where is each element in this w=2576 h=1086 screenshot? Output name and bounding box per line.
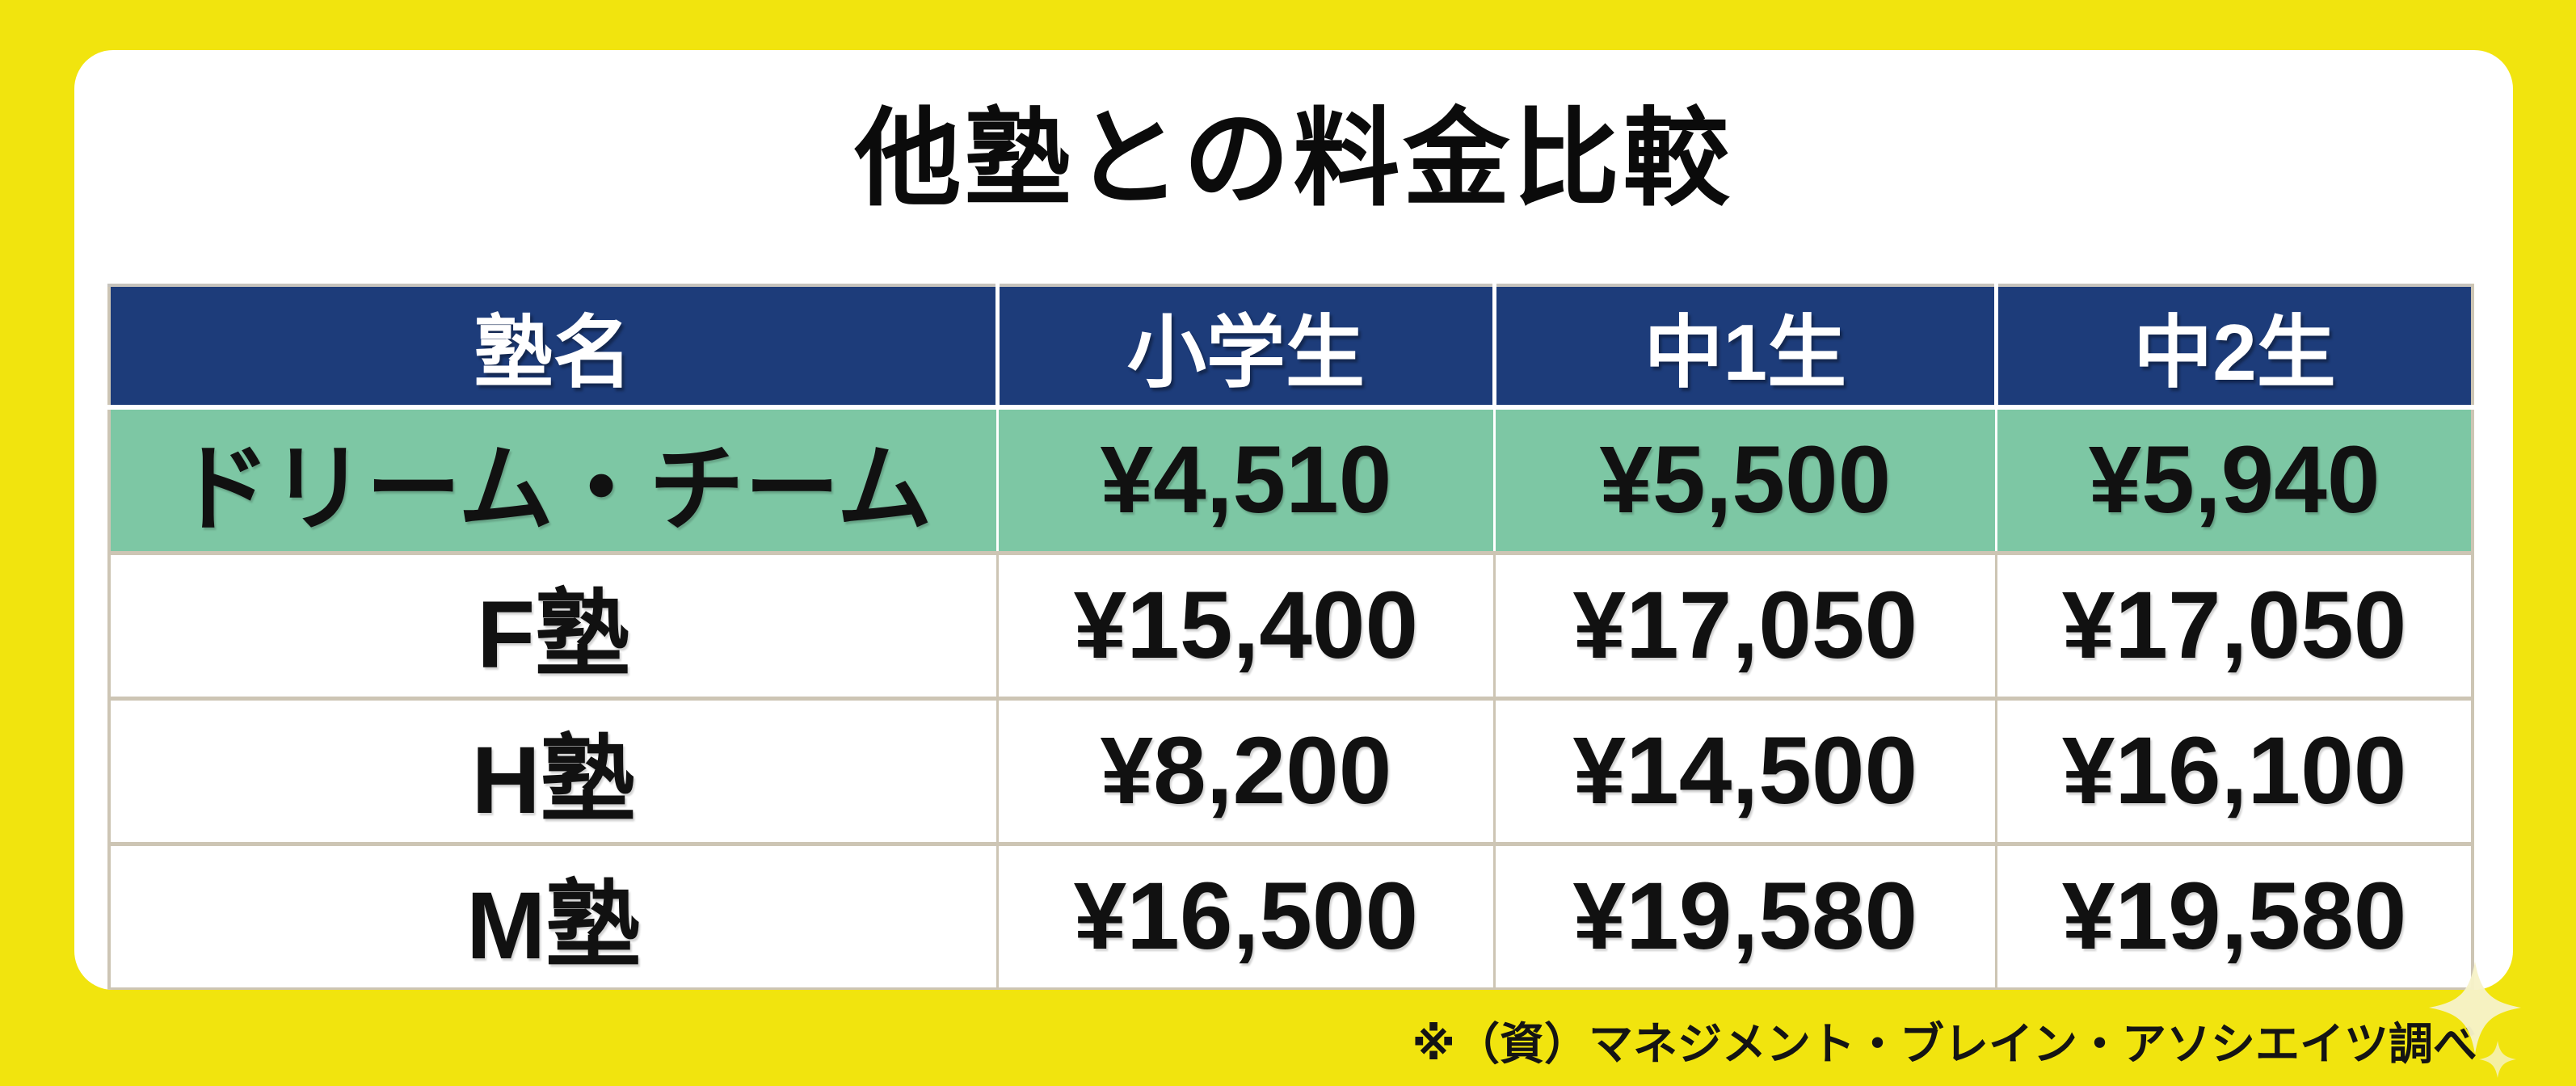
- junior2-price-cell: ¥16,100: [1995, 696, 2474, 846]
- comparison-card: 他塾との料金比較 塾名 小学生 中1生 中2生 ドリーム・チーム ¥4,510 …: [74, 50, 2513, 990]
- price-table: 塾名 小学生 中1生 中2生 ドリーム・チーム ¥4,510 ¥5,500 ¥5…: [107, 284, 2474, 990]
- junior1-price-cell: ¥19,580: [1492, 841, 1998, 990]
- elementary-price-cell: ¥15,400: [996, 550, 1496, 701]
- table-row: F塾 ¥15,400 ¥17,050 ¥17,050: [107, 550, 2474, 701]
- junior2-price-cell: ¥19,580: [1995, 841, 2474, 990]
- table-row: M塾 ¥16,500 ¥19,580 ¥19,580: [107, 841, 2474, 990]
- junior1-price-cell: ¥14,500: [1492, 696, 1998, 846]
- column-header-school-name: 塾名: [109, 285, 1000, 410]
- price-table-header: 塾名 小学生 中1生 中2生: [109, 285, 2473, 410]
- school-name-cell: H塾: [107, 696, 1000, 846]
- elementary-price-cell: ¥16,500: [996, 841, 1496, 990]
- price-table-body: ドリーム・チーム ¥4,510 ¥5,500 ¥5,940 F塾 ¥15,400…: [107, 405, 2474, 990]
- junior2-price-cell: ¥17,050: [1995, 550, 2474, 701]
- column-header-elementary: 小学生: [997, 285, 1496, 410]
- header-row: 塾名 小学生 中1生 中2生: [109, 285, 2473, 410]
- column-header-junior2: 中2生: [1996, 285, 2473, 410]
- elementary-price-cell: ¥4,510: [996, 405, 1496, 555]
- elementary-price-cell: ¥8,200: [996, 696, 1496, 846]
- price-table-wrap: 塾名 小学生 中1生 中2生 ドリーム・チーム ¥4,510 ¥5,500 ¥5…: [107, 284, 2474, 990]
- junior1-price-cell: ¥5,500: [1492, 405, 1998, 555]
- sparkle-small-icon: [2479, 1041, 2516, 1078]
- column-header-junior1: 中1生: [1494, 285, 1999, 410]
- page-title: 他塾との料金比較: [854, 99, 1733, 218]
- sparkle-icon: [2429, 962, 2521, 1054]
- school-name-cell: F塾: [107, 550, 1000, 701]
- junior2-price-cell: ¥5,940: [1995, 405, 2474, 555]
- table-row: H塾 ¥8,200 ¥14,500 ¥16,100: [107, 696, 2474, 846]
- table-row: ドリーム・チーム ¥4,510 ¥5,500 ¥5,940: [107, 405, 2474, 555]
- school-name-cell: M塾: [107, 841, 1000, 990]
- source-note: ※（資）マネジメント・ブレイン・アソシエイツ調べ: [1412, 1019, 2477, 1069]
- school-name-cell: ドリーム・チーム: [107, 405, 1000, 555]
- junior1-price-cell: ¥17,050: [1492, 550, 1998, 701]
